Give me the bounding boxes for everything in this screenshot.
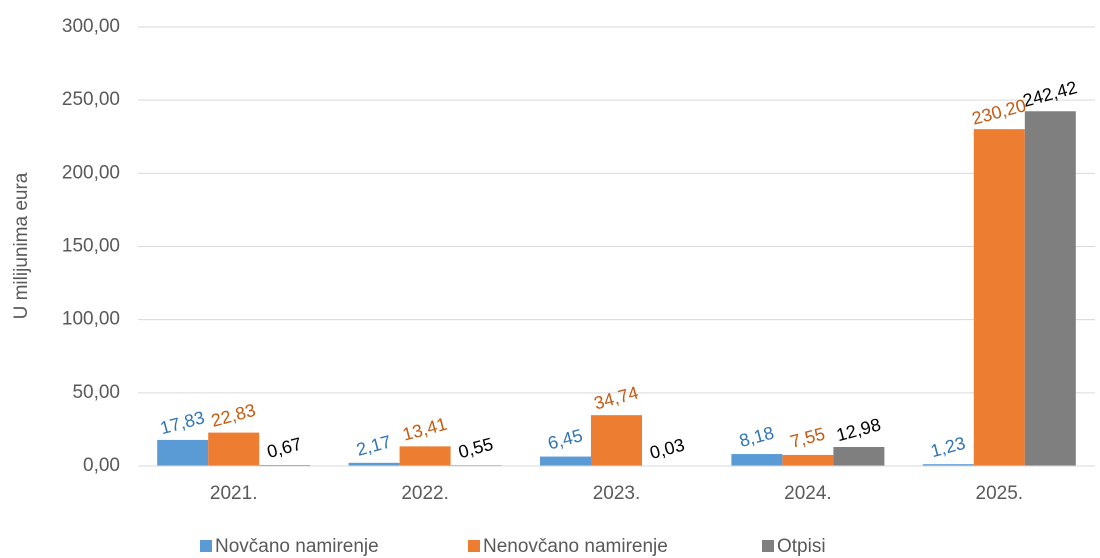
bar xyxy=(973,129,1025,466)
bar xyxy=(591,415,642,466)
bar xyxy=(731,454,783,466)
value-label: 12,98 xyxy=(834,414,883,445)
value-label: 17,83 xyxy=(158,407,207,438)
y-tick-label: 150,00 xyxy=(62,236,120,257)
value-label: 6,45 xyxy=(546,425,585,453)
value-label: 7,55 xyxy=(788,424,827,452)
value-label: 22,83 xyxy=(209,400,258,431)
x-tick-label: 2024. xyxy=(784,483,832,504)
x-tick-label: 2025. xyxy=(976,483,1024,504)
y-tick-label: 250,00 xyxy=(62,89,120,110)
bar xyxy=(833,447,885,466)
y-tick-label: 0,00 xyxy=(83,455,120,476)
value-label: 0,55 xyxy=(456,434,495,462)
value-label: 242,42 xyxy=(1021,77,1079,111)
legend-label: Nenovčano namirenje xyxy=(483,536,668,557)
x-tick-label: 2021. xyxy=(210,483,258,504)
legend-swatch xyxy=(468,540,480,552)
value-label: 34,74 xyxy=(592,382,641,413)
y-tick-label: 50,00 xyxy=(72,382,120,403)
bar xyxy=(1024,111,1076,467)
legend-swatch xyxy=(762,540,774,552)
y-tick-label: 300,00 xyxy=(62,16,120,37)
bar xyxy=(348,462,400,466)
bar xyxy=(782,454,834,466)
value-label: 13,41 xyxy=(400,414,449,445)
bar xyxy=(540,456,591,466)
legend-swatch xyxy=(200,540,212,552)
bar xyxy=(399,446,451,466)
value-label: 8,18 xyxy=(737,423,776,451)
bar xyxy=(922,464,974,466)
legend-label: Otpisi xyxy=(777,536,826,557)
x-tick-label: 2023. xyxy=(593,483,641,504)
value-label: 0,03 xyxy=(648,435,687,463)
y-axis-label: U milijunima eura xyxy=(11,172,32,319)
bar xyxy=(157,439,209,466)
y-tick-label: 200,00 xyxy=(62,162,120,183)
y-tick-label: 100,00 xyxy=(62,309,120,330)
value-label: 0,67 xyxy=(265,434,304,462)
legend-label: Novčano namirenje xyxy=(215,536,379,557)
bar xyxy=(208,432,260,466)
value-label: 1,23 xyxy=(928,433,967,461)
x-tick-label: 2022. xyxy=(401,483,449,504)
value-label: 2,17 xyxy=(354,431,393,459)
